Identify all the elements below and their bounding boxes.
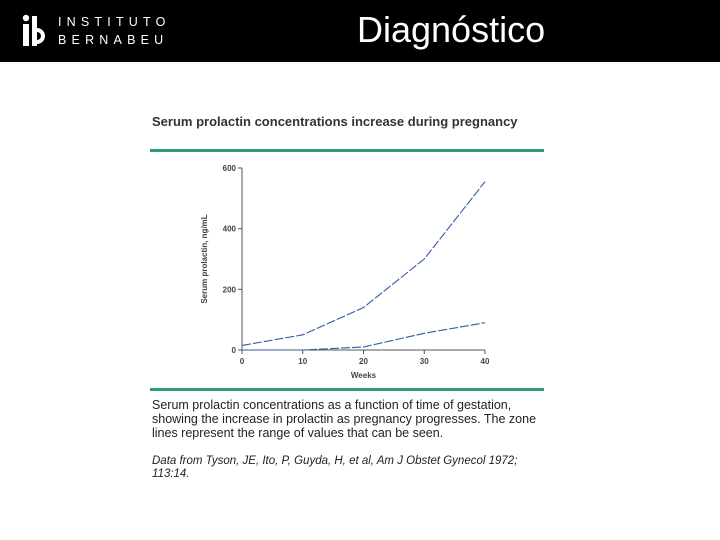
y-tick-label: 200 xyxy=(223,285,237,294)
series-line-1 xyxy=(241,181,486,346)
figure-caption: Serum prolactin concentrations as a func… xyxy=(152,398,537,440)
logo-text-line2: BERNABEU xyxy=(58,33,169,47)
x-tick-label: 10 xyxy=(298,357,307,366)
x-tick-label: 30 xyxy=(420,357,429,366)
figure-source: Data from Tyson, JE, Ito, P, Guyda, H, e… xyxy=(152,455,518,480)
x-tick-label: 0 xyxy=(240,357,245,366)
header-bar: INSTITUTO BERNABEU Diagnóstico xyxy=(0,0,720,62)
prolactin-line-chart: 0 200 400 600 0 10 20 30 40 Weeks Serum prolactin,… xyxy=(200,164,490,380)
x-axis-label: Weeks xyxy=(351,371,377,380)
logo-text-line1: INSTITUTO xyxy=(58,15,171,29)
y-tick-label: 0 xyxy=(232,346,237,355)
institute-logo: INSTITUTO BERNABEU xyxy=(22,12,172,52)
prolactin-figure: Serum prolactin concentrations increase … xyxy=(148,108,544,488)
ib-logo-icon xyxy=(22,14,45,46)
top-divider xyxy=(150,149,544,152)
y-tick-label: 600 xyxy=(223,164,237,173)
slide-title: Diagnóstico xyxy=(357,9,546,50)
x-tick-label: 20 xyxy=(359,357,368,366)
y-axis-label: Serum prolactin, ng/mL xyxy=(200,214,209,303)
figure-title: Serum prolactin concentrations increase … xyxy=(152,114,518,129)
y-tick-label: 400 xyxy=(223,225,237,234)
series-line-2 xyxy=(242,322,486,351)
x-tick-label: 40 xyxy=(481,357,490,366)
caption-divider xyxy=(150,388,544,391)
